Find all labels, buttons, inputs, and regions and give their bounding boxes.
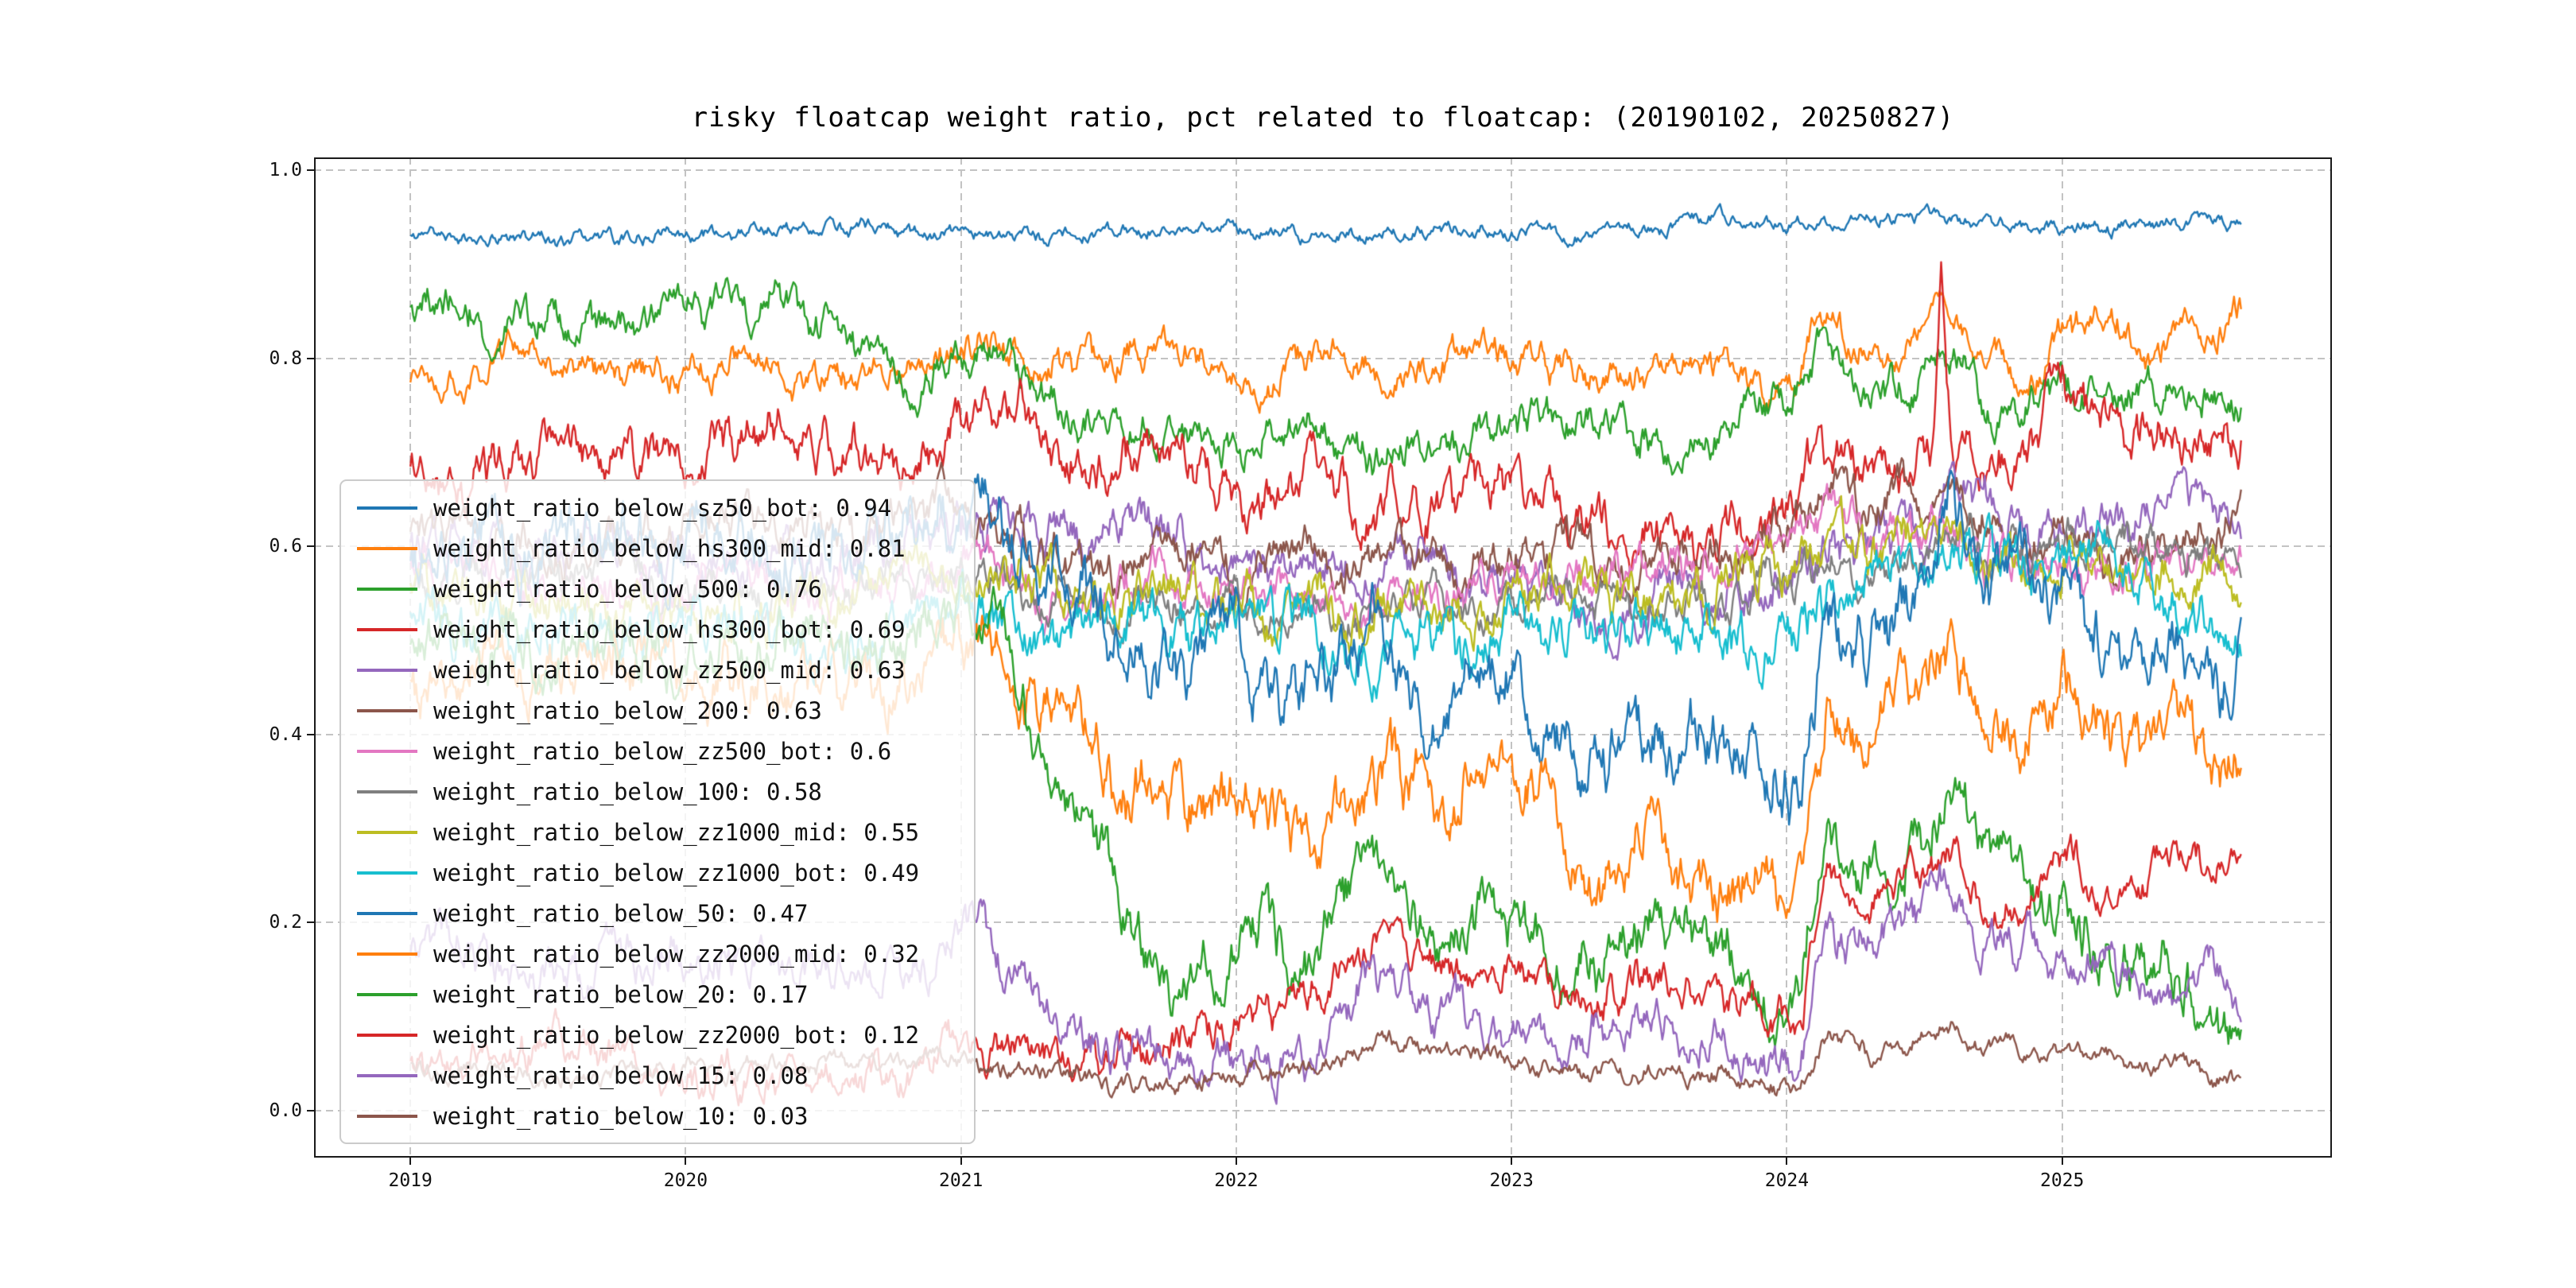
legend-line-swatch <box>357 952 417 956</box>
x-tick-mark <box>2061 1158 2063 1165</box>
legend-item: weight_ratio_below_hs300_mid: 0.81 <box>357 528 966 568</box>
legend-line-swatch <box>357 1073 417 1077</box>
legend-line-swatch <box>357 1114 417 1118</box>
x-tick-mark <box>1511 1158 1513 1165</box>
legend-label: weight_ratio_below_hs300_mid: 0.81 <box>433 534 906 562</box>
legend: weight_ratio_below_sz50_bot: 0.94 weight_… <box>339 479 976 1144</box>
legend-item: weight_ratio_below_100: 0.58 <box>357 771 966 812</box>
legend-line-swatch <box>357 830 417 834</box>
legend-label: weight_ratio_below_15: 0.08 <box>433 1061 809 1089</box>
legend-label: weight_ratio_below_500: 0.76 <box>433 575 822 603</box>
x-tick-mark <box>1786 1158 1788 1165</box>
x-tick-label: 2021 <box>938 1170 983 1191</box>
legend-item: weight_ratio_below_zz1000_mid: 0.55 <box>357 812 966 852</box>
legend-item: weight_ratio_below_200: 0.63 <box>357 690 966 731</box>
x-tick-label: 2024 <box>1764 1170 1810 1191</box>
legend-label: weight_ratio_below_zz500_bot: 0.6 <box>433 737 892 765</box>
x-tick-mark <box>960 1158 962 1165</box>
legend-line-swatch <box>357 1033 417 1037</box>
legend-label: weight_ratio_below_zz2000_mid: 0.32 <box>433 940 920 968</box>
y-tick-mark <box>307 1109 314 1111</box>
x-tick-mark <box>409 1158 412 1165</box>
legend-item: weight_ratio_below_hs300_bot: 0.69 <box>357 609 966 650</box>
legend-item: weight_ratio_below_zz2000_mid: 0.32 <box>357 933 966 974</box>
y-tick-label: 0.2 <box>269 912 302 933</box>
legend-label: weight_ratio_below_zz1000_bot: 0.49 <box>433 859 920 886</box>
legend-line-swatch <box>357 871 417 875</box>
legend-label: weight_ratio_below_200: 0.63 <box>433 696 822 724</box>
y-tick-mark <box>307 733 314 735</box>
legend-label: weight_ratio_below_100: 0.58 <box>433 778 822 805</box>
legend-item: weight_ratio_below_sz50_bot: 0.94 <box>357 487 966 528</box>
legend-label: weight_ratio_below_10: 0.03 <box>433 1102 809 1130</box>
y-tick-label: 0.4 <box>269 724 302 745</box>
legend-label: weight_ratio_below_zz2000_bot: 0.12 <box>433 1021 920 1049</box>
x-tick-label: 2019 <box>388 1170 433 1191</box>
x-tick-label: 2023 <box>1489 1170 1534 1191</box>
legend-label: weight_ratio_below_50: 0.47 <box>433 899 809 927</box>
y-tick-mark <box>307 357 314 359</box>
legend-label: weight_ratio_below_sz50_bot: 0.94 <box>433 494 892 522</box>
legend-line-swatch <box>357 546 417 550</box>
legend-line-swatch <box>357 708 417 712</box>
legend-item: weight_ratio_below_15: 0.08 <box>357 1055 966 1096</box>
legend-line-swatch <box>357 749 417 753</box>
legend-line-swatch <box>357 587 417 591</box>
legend-item: weight_ratio_below_zz2000_bot: 0.12 <box>357 1014 966 1055</box>
x-tick-label: 2022 <box>1214 1170 1259 1191</box>
legend-line-swatch <box>357 789 417 793</box>
y-tick-mark <box>307 545 314 548</box>
legend-line-swatch <box>357 911 417 915</box>
y-tick-label: 0.6 <box>269 536 302 557</box>
legend-item: weight_ratio_below_500: 0.76 <box>357 568 966 609</box>
y-tick-label: 0.8 <box>269 347 302 369</box>
y-tick-label: 1.0 <box>269 159 302 180</box>
legend-label: weight_ratio_below_20: 0.17 <box>433 980 809 1008</box>
legend-item: weight_ratio_below_zz500_mid: 0.63 <box>357 650 966 690</box>
legend-label: weight_ratio_below_zz500_mid: 0.63 <box>433 656 906 684</box>
legend-item: weight_ratio_below_zz500_bot: 0.6 <box>357 731 966 771</box>
x-tick-label: 2025 <box>2039 1170 2085 1191</box>
x-tick-label: 2020 <box>663 1170 708 1191</box>
legend-item: weight_ratio_below_10: 0.03 <box>357 1096 966 1136</box>
x-tick-mark <box>685 1158 687 1165</box>
legend-line-swatch <box>357 668 417 672</box>
legend-label: weight_ratio_below_hs300_bot: 0.69 <box>433 615 906 643</box>
legend-label: weight_ratio_below_zz1000_mid: 0.55 <box>433 818 920 846</box>
legend-line-swatch <box>357 506 417 510</box>
y-tick-label: 0.0 <box>269 1100 302 1121</box>
legend-item: weight_ratio_below_50: 0.47 <box>357 893 966 933</box>
legend-line-swatch <box>357 627 417 631</box>
legend-item: weight_ratio_below_20: 0.17 <box>357 974 966 1014</box>
legend-item: weight_ratio_below_zz1000_bot: 0.49 <box>357 852 966 893</box>
y-tick-mark <box>307 921 314 924</box>
y-tick-mark <box>307 169 314 171</box>
legend-line-swatch <box>357 992 417 996</box>
x-tick-mark <box>1235 1158 1237 1165</box>
